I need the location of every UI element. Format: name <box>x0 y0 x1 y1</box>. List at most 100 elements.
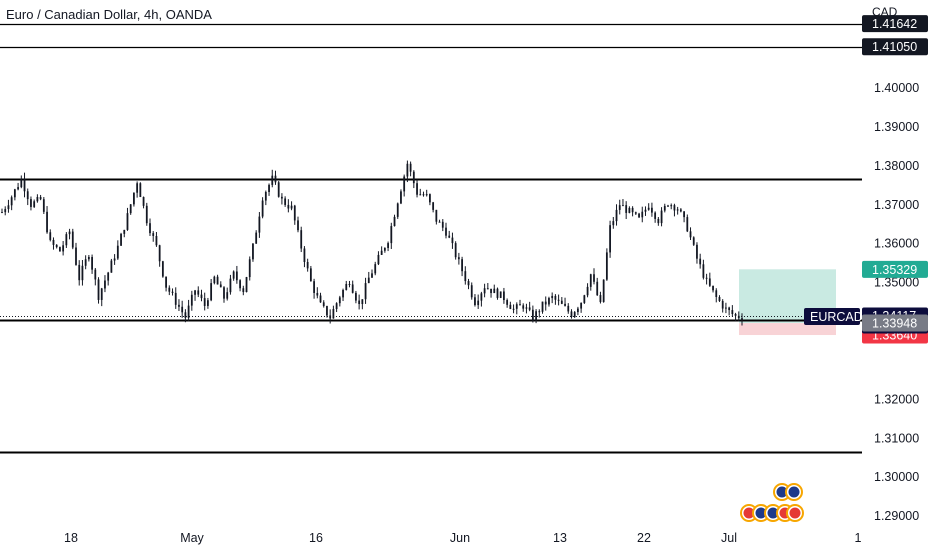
candle-body <box>390 226 393 244</box>
candle-body <box>59 247 61 252</box>
candle-body <box>531 309 534 321</box>
candle-body <box>663 205 666 211</box>
candle-body <box>647 207 650 210</box>
candle-body <box>541 301 544 312</box>
candle-body <box>120 233 122 246</box>
candle <box>197 286 200 298</box>
candle <box>7 199 10 213</box>
candle-body <box>673 205 676 211</box>
symbol-tag[interactable]: EURCAD <box>804 308 863 325</box>
candle-body <box>580 302 583 309</box>
loss-zone[interactable] <box>739 323 836 336</box>
candle-body <box>281 196 283 199</box>
candle-body <box>174 292 177 305</box>
candle-body <box>335 303 338 310</box>
candle-body <box>583 295 586 303</box>
candle <box>75 242 77 266</box>
candle-body <box>55 244 58 248</box>
candle <box>149 218 151 236</box>
candle-body <box>686 217 689 232</box>
entry-price-tag[interactable]: 1.33948 <box>862 314 928 332</box>
candle <box>71 228 74 250</box>
candle <box>387 241 389 252</box>
candle-body <box>380 250 383 255</box>
candle-body <box>441 221 444 228</box>
candle-body <box>181 306 184 313</box>
candle <box>55 244 58 249</box>
candle-body <box>219 284 222 288</box>
time-tick-label: 13 <box>553 531 567 545</box>
candle <box>467 278 470 290</box>
candle-body <box>258 216 261 233</box>
candle <box>187 299 190 322</box>
candle-body <box>618 205 621 210</box>
candle-body <box>483 288 486 294</box>
candle-body <box>403 176 406 192</box>
candle-body <box>499 291 502 298</box>
candle-body <box>78 264 81 281</box>
line-price-tag[interactable]: 1.41642 <box>862 15 928 33</box>
candle <box>631 206 634 217</box>
candle <box>258 212 261 238</box>
candle-body <box>702 264 705 278</box>
candle-body <box>367 277 370 284</box>
candle <box>696 242 698 264</box>
candle-body <box>612 221 615 226</box>
candle <box>219 281 222 288</box>
candle-body <box>126 213 129 230</box>
candle <box>306 258 309 272</box>
candle-body <box>358 300 361 305</box>
candle <box>284 196 287 207</box>
line-price-tag[interactable]: 1.41050 <box>862 38 928 56</box>
candle-body <box>145 205 148 224</box>
candle <box>287 199 290 213</box>
candle <box>577 306 579 316</box>
ca-flag-icon-icon <box>789 507 801 519</box>
candle <box>593 268 595 285</box>
candle <box>586 283 589 298</box>
candle-body <box>194 290 196 295</box>
candle-body <box>168 287 171 292</box>
candle-body <box>229 278 232 293</box>
candle <box>174 287 177 309</box>
candle-body <box>303 248 306 262</box>
candle <box>136 181 139 198</box>
time-tick-label: Jun <box>450 531 470 545</box>
candle-body <box>210 283 213 301</box>
candle-body <box>203 298 206 306</box>
candle-body <box>190 294 193 306</box>
target-price-tag[interactable]: 1.35329 <box>862 260 928 278</box>
eu-flag-icon[interactable] <box>785 483 803 501</box>
candle-body <box>104 280 106 289</box>
candle <box>419 188 422 196</box>
candle-body <box>313 281 315 293</box>
time-tick-label: 22 <box>637 531 651 545</box>
candle-body <box>4 209 7 213</box>
candle <box>319 292 322 303</box>
candle-body <box>641 211 644 218</box>
candle-body <box>139 183 142 198</box>
candle <box>641 206 644 223</box>
candle <box>161 260 164 278</box>
candle-body <box>461 259 463 272</box>
candle-body <box>602 279 605 302</box>
ca-flag-icon[interactable] <box>786 504 804 522</box>
candle <box>107 271 110 286</box>
candle-body <box>322 302 325 307</box>
candle-body <box>306 261 309 269</box>
candle-body <box>416 183 418 195</box>
candle <box>728 306 731 316</box>
candle <box>46 206 48 234</box>
candle-body <box>100 288 103 300</box>
candle <box>261 197 264 219</box>
line-price-tag-bg <box>862 38 928 56</box>
candle-body <box>696 244 698 259</box>
candle <box>335 302 338 313</box>
candle <box>62 241 65 256</box>
candle-body <box>429 194 431 203</box>
candle-body <box>255 232 258 244</box>
candle-body <box>113 258 116 261</box>
candle <box>400 189 402 205</box>
candle <box>165 276 167 292</box>
